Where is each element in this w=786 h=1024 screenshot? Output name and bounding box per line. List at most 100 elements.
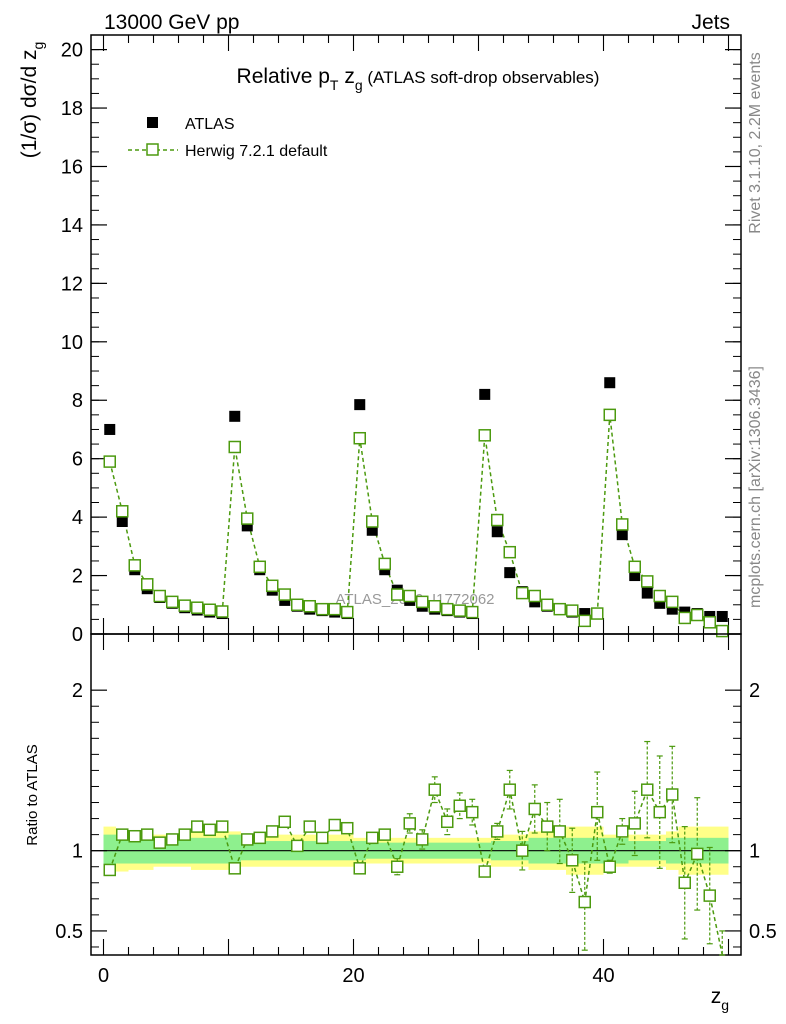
herwig-point — [703, 616, 716, 629]
atlas-point — [354, 399, 366, 411]
herwig-point — [241, 512, 254, 525]
herwig-point — [316, 602, 329, 616]
herwig-point — [541, 598, 554, 612]
herwig-ratio-point — [178, 828, 191, 841]
atlas-point — [604, 377, 616, 389]
herwig-ratio-point — [541, 820, 554, 833]
herwig-point — [666, 595, 679, 609]
herwig-ratio-point — [403, 817, 416, 830]
atlas-point — [104, 423, 116, 435]
herwig-ratio-point — [628, 817, 641, 830]
herwig-point — [228, 440, 241, 454]
herwig-ratio-point — [528, 802, 541, 816]
atlas-point — [654, 597, 666, 609]
herwig-ratio-line — [109, 787, 724, 956]
herwig-ratio-point — [328, 818, 341, 832]
atlas-point — [116, 516, 128, 528]
herwig-ratio-point — [391, 860, 404, 873]
herwig-ratio-point — [228, 862, 241, 875]
herwig-ratio-point — [478, 865, 491, 878]
legend-atlas-marker — [147, 117, 158, 128]
herwig-ratio-point — [291, 839, 304, 853]
herwig-point — [353, 431, 366, 445]
atlas-point — [241, 520, 253, 532]
ratio-y-tick-label: 0.5 — [55, 921, 83, 943]
herwig-ratio-point — [103, 863, 116, 877]
herwig-point — [116, 505, 129, 518]
herwig-point — [516, 586, 529, 600]
herwig-ratio-point — [603, 860, 616, 873]
herwig-ratio-point — [641, 783, 654, 796]
herwig-point — [653, 589, 666, 603]
herwig-point — [453, 604, 466, 617]
herwig-ratio-point — [253, 831, 266, 845]
herwig-point — [641, 575, 654, 588]
herwig-ratio-point — [553, 825, 566, 838]
herwig-point — [291, 598, 304, 612]
herwig-point — [328, 602, 341, 616]
herwig-point — [578, 614, 591, 628]
herwig-point — [341, 605, 354, 619]
y-tick-label: 16 — [61, 156, 83, 178]
herwig-ratio-point — [316, 831, 329, 845]
herwig-ratio-point — [203, 823, 216, 837]
herwig-point — [253, 560, 266, 574]
atlas-point — [504, 567, 516, 579]
herwig-ratio-point — [266, 825, 279, 838]
herwig-point — [603, 408, 616, 422]
herwig-point — [166, 595, 179, 609]
header-left: 13000 GeV pp — [104, 11, 239, 34]
legend-herwig-label: Herwig 7.2.1 default — [185, 143, 328, 160]
herwig-ratio-point — [428, 783, 441, 796]
y-tick-label: 18 — [61, 98, 83, 120]
herwig-ratio-point — [153, 836, 166, 849]
atlas-point — [366, 524, 378, 536]
y-tick-label: 2 — [72, 566, 83, 588]
herwig-point — [103, 455, 116, 468]
herwig-ratio-point — [466, 805, 479, 819]
herwig-ratio-point — [116, 828, 129, 841]
y-tick-label: 20 — [61, 40, 83, 62]
ratio-y-tick-label: 2 — [72, 680, 83, 702]
herwig-point — [716, 624, 729, 638]
herwig-point — [403, 589, 416, 603]
herwig-ratio-point — [353, 862, 366, 875]
herwig-point — [128, 559, 141, 572]
ratio-y-tick-label-right: 0.5 — [749, 921, 777, 943]
herwig-ratio-point — [378, 828, 391, 841]
herwig-ratio-point — [241, 833, 254, 846]
herwig-ratio-point — [278, 815, 291, 829]
herwig-point — [216, 605, 229, 618]
herwig-ratio-point — [703, 889, 716, 902]
legend-atlas-label: ATLAS — [185, 116, 235, 133]
y-tick-label: 10 — [61, 332, 83, 354]
herwig-ratio-point — [578, 895, 591, 909]
herwig-point — [266, 579, 279, 593]
herwig-ratio-point — [503, 783, 516, 796]
atlas-point — [629, 570, 641, 582]
header-right: Jets — [691, 11, 730, 34]
herwig-ratio-point — [666, 788, 679, 801]
herwig-point — [591, 607, 604, 620]
rivet-label: Rivet 3.1.10, 2.2M events — [747, 52, 764, 233]
herwig-point — [466, 605, 479, 619]
herwig-ratio-point — [166, 833, 179, 846]
herwig-point — [141, 578, 154, 591]
herwig-point — [428, 599, 441, 613]
herwig-point — [478, 429, 491, 442]
y-axis-label-main: (1/σ) dσ/d zg — [18, 42, 46, 159]
x-tick-label: 40 — [592, 965, 614, 987]
herwig-point — [191, 601, 204, 614]
herwig-ratio-point — [653, 805, 666, 819]
main-panel: 0 2 4 6 8 10 12 14 16 18 20 — [61, 34, 742, 646]
x-axis-label: zg — [711, 985, 729, 1013]
herwig-point — [566, 604, 579, 617]
herwig-ratio-point — [453, 799, 466, 812]
mcplots-label: mcplots.cern.ch [arXiv:1306.3436] — [747, 366, 764, 608]
ratio-frame — [90, 633, 742, 956]
herwig-point — [678, 611, 691, 625]
herwig-point — [378, 557, 391, 571]
herwig-point — [416, 595, 429, 609]
herwig-ratio-point — [691, 847, 704, 861]
